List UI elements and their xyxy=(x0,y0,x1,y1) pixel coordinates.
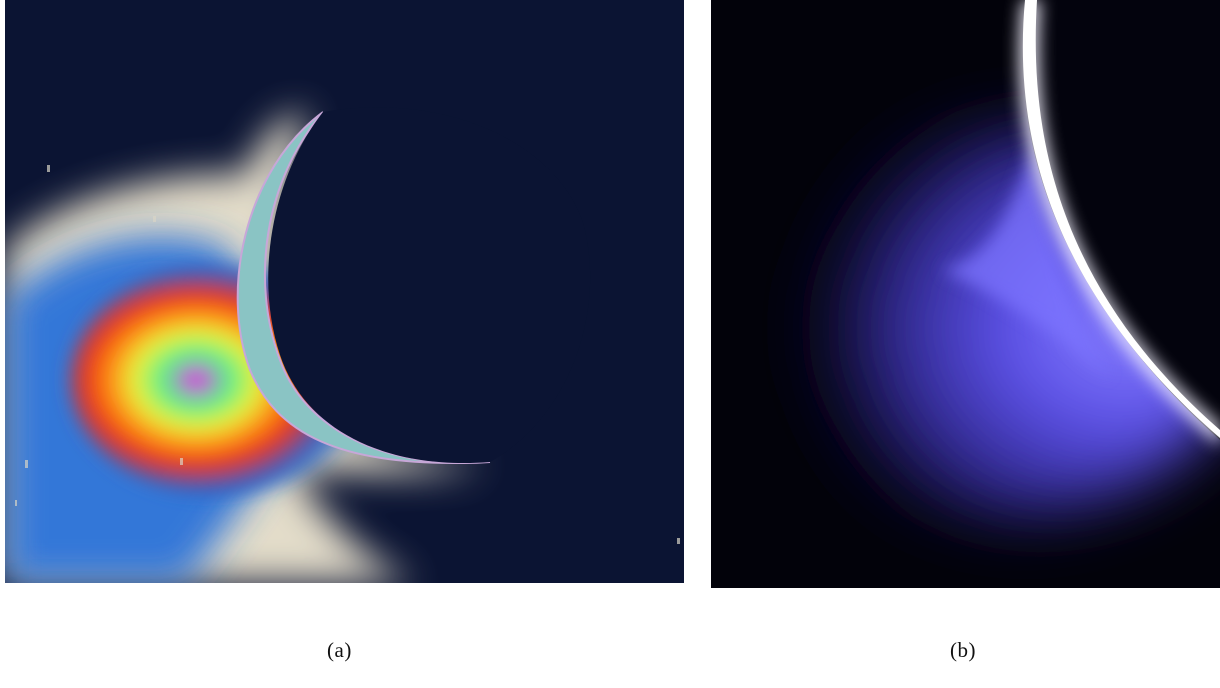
moon-limb-plume-image xyxy=(711,0,1220,588)
panel-a-caption: (a) xyxy=(327,638,352,662)
moon-limb-edge xyxy=(1022,0,1220,438)
moon-dark-disk xyxy=(268,107,591,464)
false-color-plume-image xyxy=(5,0,684,583)
plume-jets xyxy=(941,150,1111,380)
moon-limb-plume-graphic xyxy=(711,0,1220,588)
panel-b-caption: (b) xyxy=(950,638,976,662)
moon-dark-body xyxy=(1022,0,1220,440)
cosmic-ray-streaks xyxy=(15,165,680,544)
false-color-plume-graphic xyxy=(5,0,684,583)
